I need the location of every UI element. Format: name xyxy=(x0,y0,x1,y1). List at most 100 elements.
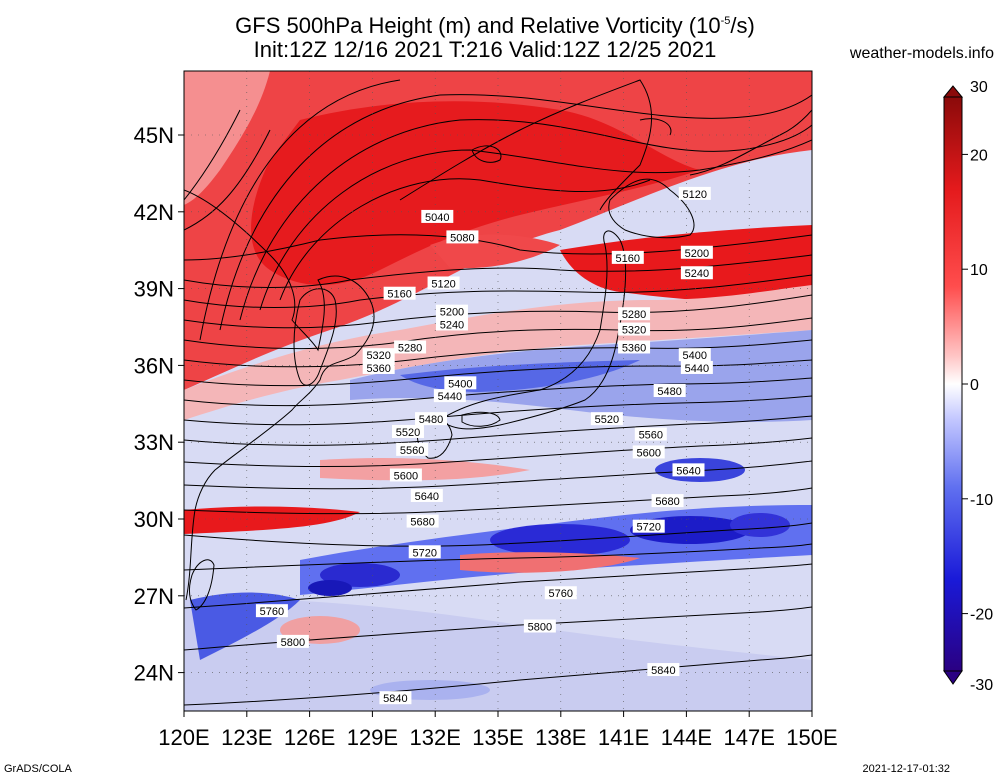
lon-tick-label: 147E xyxy=(724,725,775,750)
svg-text:5840: 5840 xyxy=(651,665,675,677)
lon-tick-label: 135E xyxy=(472,725,523,750)
contour-label: 5760 xyxy=(255,604,288,618)
svg-text:5160: 5160 xyxy=(387,289,411,301)
contour-label: 5840 xyxy=(379,691,412,705)
contour-label: 5600 xyxy=(389,468,422,482)
site-credit: weather-models.info xyxy=(849,45,994,62)
contour-label: 5840 xyxy=(647,663,680,677)
contour-label: 5040 xyxy=(421,209,454,224)
contour-label: 5320 xyxy=(618,322,651,337)
svg-text:5480: 5480 xyxy=(657,386,681,398)
lat-tick-label: 36N xyxy=(134,353,174,378)
colorbar-label: 10 xyxy=(970,262,988,279)
contour-label: 5480 xyxy=(415,412,448,426)
svg-text:5400: 5400 xyxy=(448,378,472,390)
contour-label: 5200 xyxy=(435,304,468,319)
contour-label: 5280 xyxy=(618,307,651,321)
longitude-axis: 120E 123E 126E 129E 132E 135E 138E 141E 144E 147E… xyxy=(158,711,838,750)
coast-sakhalin-primorye xyxy=(399,79,653,211)
contour-label: 5560 xyxy=(634,427,667,442)
svg-text:5360: 5360 xyxy=(366,363,390,375)
contour-label: 5280 xyxy=(394,340,427,354)
contour-label: 5800 xyxy=(276,634,309,649)
lat-tick-label: 30N xyxy=(134,507,174,532)
contour-label: 5120 xyxy=(678,186,711,201)
coast-shikoku xyxy=(461,411,501,427)
svg-text:5240: 5240 xyxy=(685,268,709,280)
svg-text:5640: 5640 xyxy=(415,491,439,503)
svg-text:5040: 5040 xyxy=(425,212,449,224)
lon-tick-label: 126E xyxy=(284,725,335,750)
contour-label: 5360 xyxy=(362,360,395,375)
colorbar-body xyxy=(943,96,963,672)
svg-text:5680: 5680 xyxy=(655,496,679,508)
contour-label: 5200 xyxy=(680,245,713,260)
colorbar-bottom-arrow xyxy=(943,670,963,685)
svg-text:5600: 5600 xyxy=(394,470,418,482)
lat-tick-label: 24N xyxy=(134,661,174,686)
colorbar-label: -20 xyxy=(970,607,993,624)
svg-text:5080: 5080 xyxy=(450,232,474,244)
svg-text:5280: 5280 xyxy=(622,309,646,321)
svg-text:5760: 5760 xyxy=(260,606,284,618)
contour-label: 5360 xyxy=(618,340,651,354)
footer-software: GrADS/COLA xyxy=(4,763,72,775)
footer-timestamp: 2021-12-17-01:32 xyxy=(862,763,950,775)
coast-hokkaido xyxy=(608,178,695,239)
contour-label: 5440 xyxy=(680,360,713,375)
svg-text:5520: 5520 xyxy=(595,414,619,426)
contour-label: 5080 xyxy=(446,230,479,244)
contour-label: 5520 xyxy=(391,424,424,439)
lon-tick-label: 150E xyxy=(786,725,837,750)
svg-text:5200: 5200 xyxy=(440,307,464,319)
svg-text:5360: 5360 xyxy=(622,342,646,354)
coast-korea xyxy=(293,288,337,386)
contour-label: 5400 xyxy=(444,376,477,390)
contour-label: 5720 xyxy=(632,519,665,534)
svg-text:5520: 5520 xyxy=(396,427,420,439)
contour-label: 5560 xyxy=(396,442,429,457)
lon-tick-label: 123E xyxy=(221,725,272,750)
svg-text:5120: 5120 xyxy=(431,278,455,290)
contour-labels: 5040508051205120516051605200520052405240… xyxy=(255,186,713,705)
svg-text:5560: 5560 xyxy=(639,430,663,442)
contour-label: 5760 xyxy=(544,586,577,600)
svg-text:5280: 5280 xyxy=(398,342,422,354)
colorbar-top-arrow xyxy=(942,85,964,98)
svg-text:5440: 5440 xyxy=(685,363,709,375)
contour-label: 5720 xyxy=(408,545,441,559)
svg-text:5240: 5240 xyxy=(440,319,464,331)
coast-taiwan xyxy=(188,559,215,611)
contour-label: 5520 xyxy=(590,412,623,426)
contour-label: 5240 xyxy=(680,266,713,280)
contour-label: 5160 xyxy=(611,250,644,265)
svg-text:5480: 5480 xyxy=(419,414,443,426)
lon-tick-label: 120E xyxy=(158,725,209,750)
contour-label: 5440 xyxy=(433,389,466,403)
svg-text:5200: 5200 xyxy=(685,248,709,260)
svg-text:5320: 5320 xyxy=(622,325,646,337)
svg-text:5400: 5400 xyxy=(683,350,707,362)
contour-label: 5160 xyxy=(383,286,416,301)
colorbar-label: -30 xyxy=(970,677,993,694)
chart-subtitle: Init:12Z 12/16 2021 T:216 Valid:12Z 12/2… xyxy=(253,37,717,62)
coast-honshu xyxy=(439,230,627,430)
contour-label: 5640 xyxy=(410,488,443,503)
lon-tick-label: 141E xyxy=(598,725,649,750)
svg-text:5800: 5800 xyxy=(281,637,305,649)
contour-label: 5680 xyxy=(651,494,684,508)
contour-label: 5120 xyxy=(427,276,460,290)
colorbar: 30 20 10 0 -10 -20 -30 xyxy=(942,79,993,694)
contour-label: 5600 xyxy=(632,445,665,459)
lat-tick-label: 33N xyxy=(134,430,174,455)
svg-text:5160: 5160 xyxy=(616,253,640,265)
svg-text:5560: 5560 xyxy=(400,445,424,457)
contour-label: 5480 xyxy=(653,384,686,398)
contour-label: 5240 xyxy=(435,317,468,331)
colorbar-label: 0 xyxy=(970,377,979,394)
contour-label: 5640 xyxy=(672,463,705,477)
lon-tick-label: 129E xyxy=(347,725,398,750)
lat-tick-label: 42N xyxy=(134,200,174,225)
svg-text:5440: 5440 xyxy=(438,391,462,403)
